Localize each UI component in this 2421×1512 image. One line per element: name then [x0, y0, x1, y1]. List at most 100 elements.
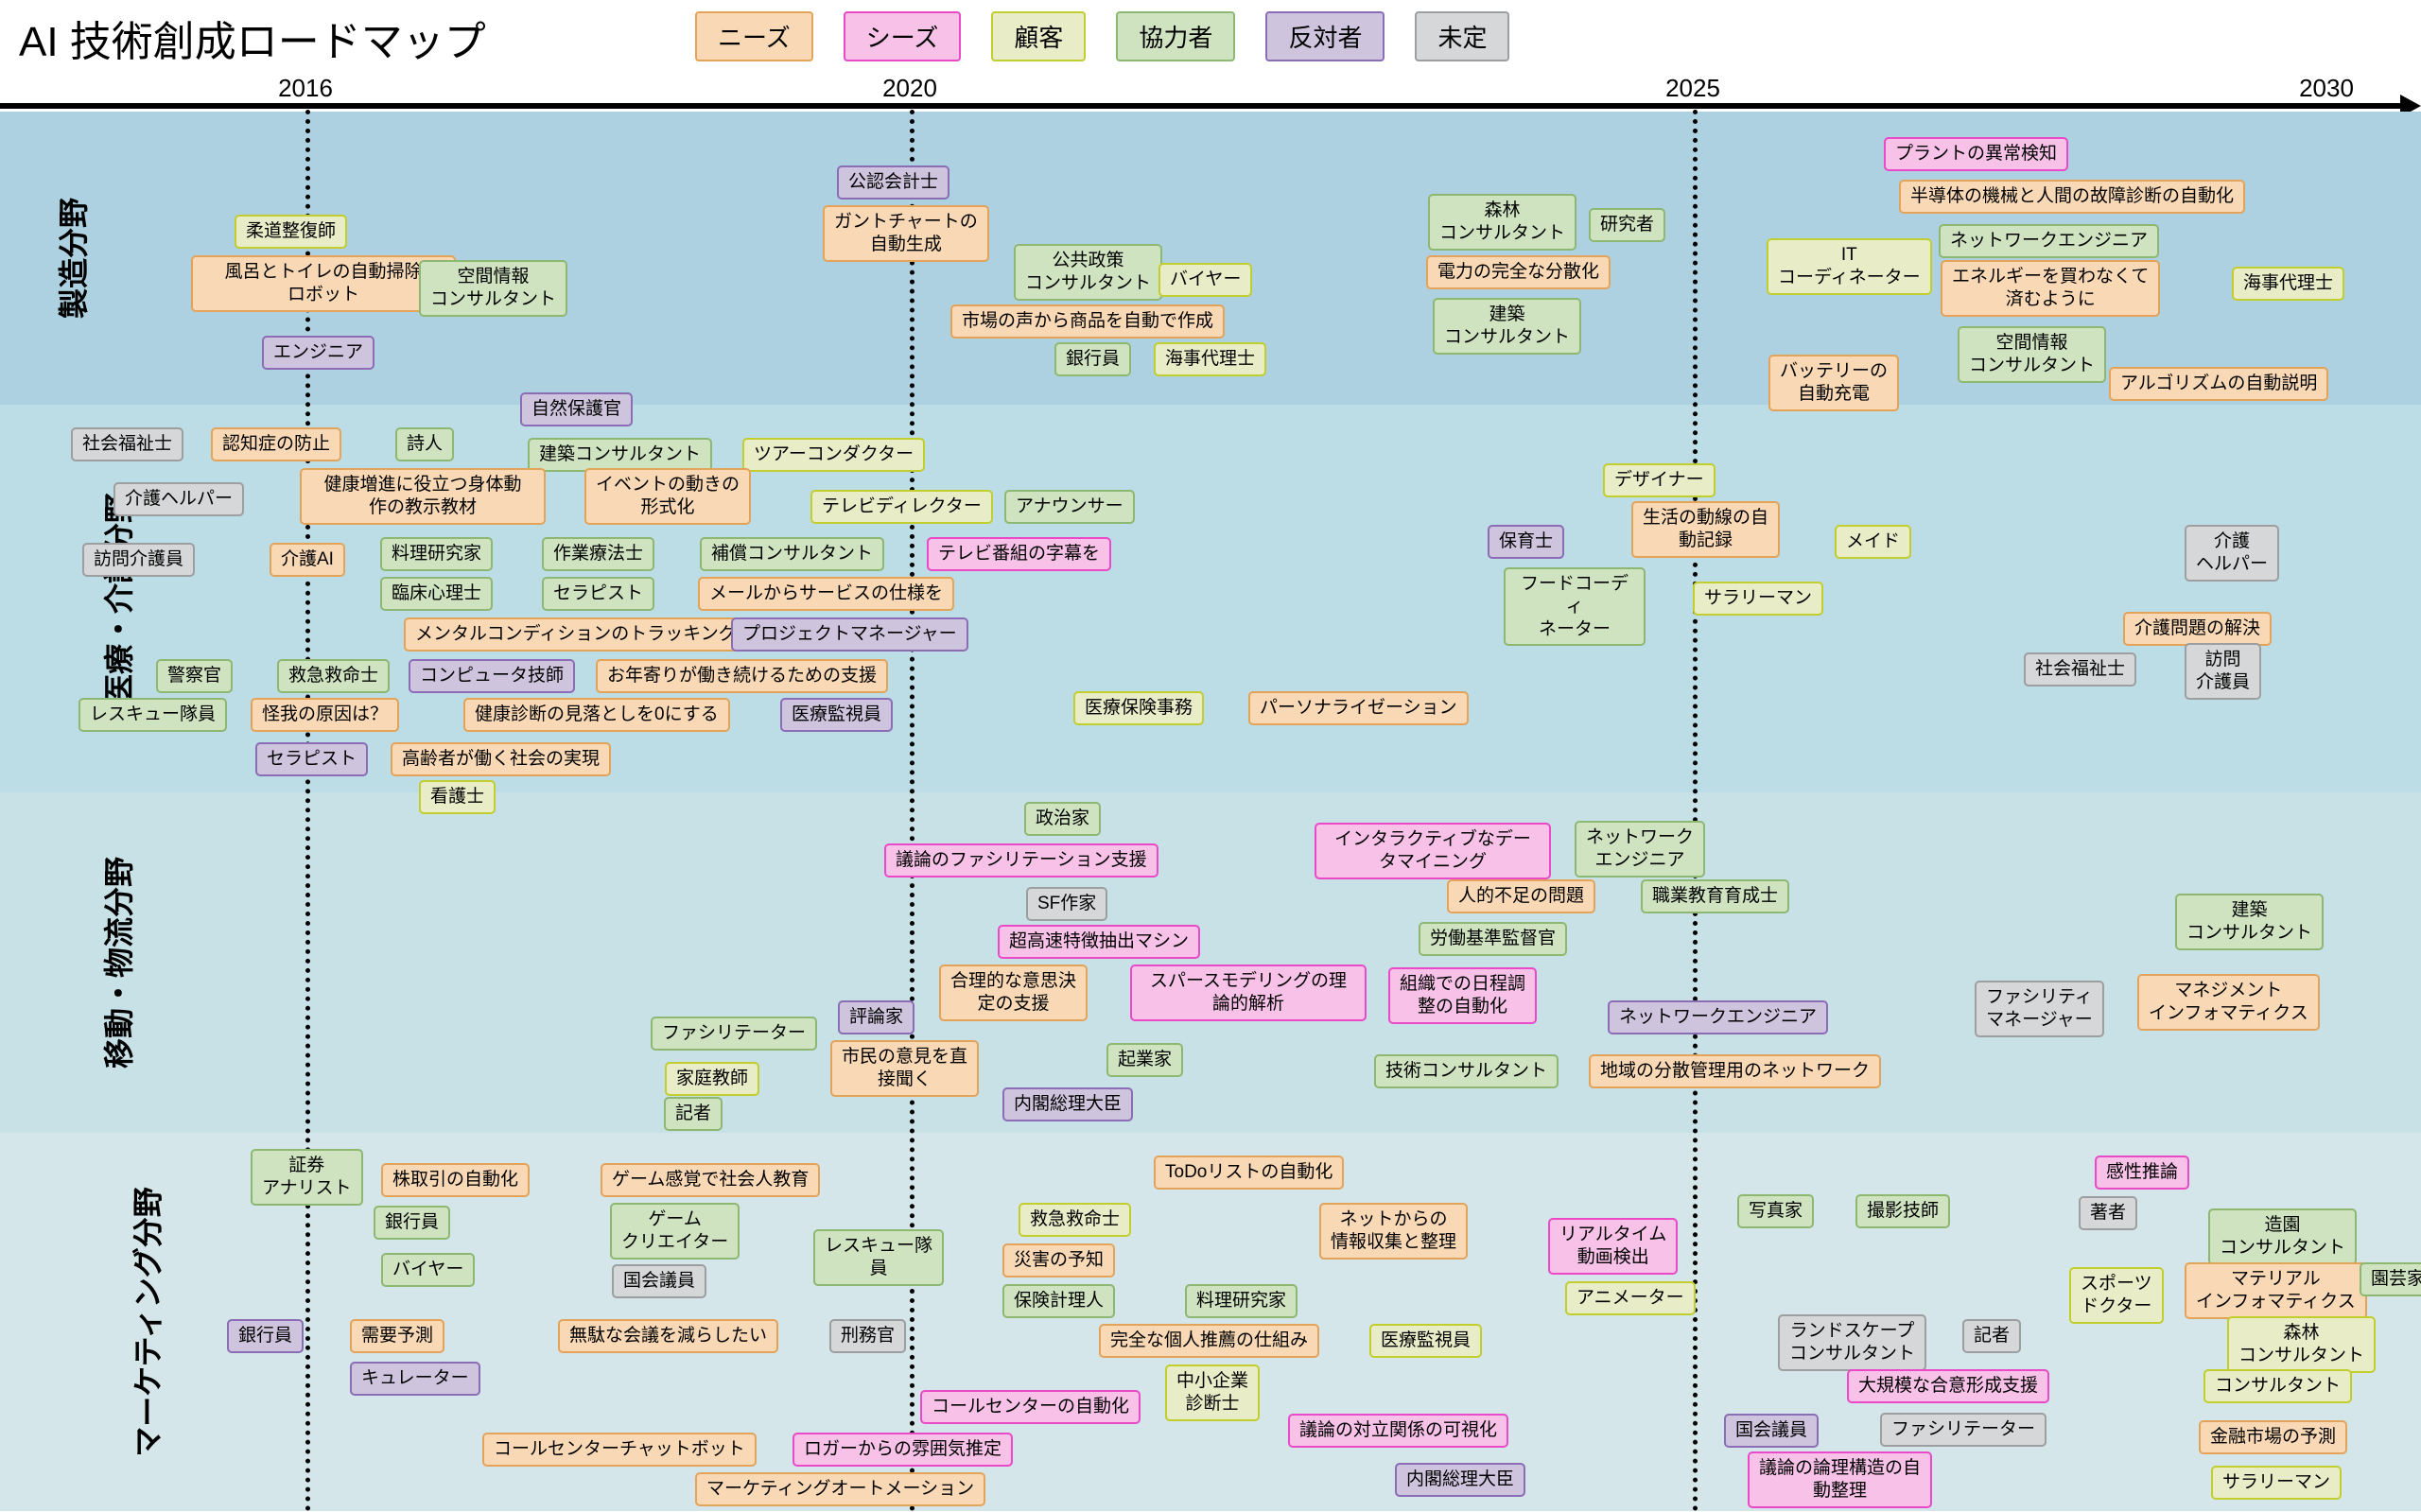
- roadmap-item: コンピュータ技師: [409, 659, 575, 693]
- roadmap-item: ファシリテーター: [651, 1017, 817, 1051]
- roadmap-item: 建築コンサルタント: [1433, 298, 1581, 355]
- roadmap-item: 医療監視員: [780, 698, 893, 732]
- roadmap-item: 風呂とトイレの自動掃除ロボット: [191, 255, 456, 312]
- roadmap-item: コールセンターの自動化: [920, 1390, 1141, 1424]
- roadmap-item: リアルタイム動画検出: [1548, 1218, 1678, 1275]
- roadmap-item: ツアーコンダクター: [742, 438, 925, 472]
- roadmap-item: 公認会計士: [837, 165, 949, 200]
- roadmap-item: メンタルコンディションのトラッキング: [404, 617, 748, 652]
- band-label: マーケティング分野: [125, 1187, 168, 1456]
- roadmap-item: ゲームクリエイター: [610, 1203, 740, 1260]
- roadmap-item: 銀行員: [1054, 342, 1131, 376]
- roadmap-item: 訪問介護員: [82, 543, 195, 577]
- roadmap-item: サラリーマン: [1693, 582, 1823, 616]
- roadmap-item: 認知症の防止: [211, 427, 341, 461]
- roadmap-item: パーソナライゼーション: [1248, 691, 1469, 725]
- roadmap-item: 医療監視員: [1369, 1324, 1482, 1358]
- roadmap-item: 介護問題の解決: [2123, 612, 2272, 646]
- roadmap-item: セラピスト: [255, 742, 368, 776]
- roadmap-item: 撮影技師: [1855, 1194, 1950, 1228]
- roadmap-item: スポーツドクター: [2069, 1267, 2164, 1324]
- roadmap-item: フードコーディネーター: [1504, 567, 1646, 646]
- roadmap-item: 金融市場の予測: [2199, 1420, 2347, 1454]
- roadmap-item: スパースモデリングの理論的解析: [1130, 965, 1367, 1021]
- legend-needs: ニーズ: [695, 11, 813, 61]
- roadmap-item: 作業療法士: [542, 537, 654, 571]
- roadmap-item: バイヤー: [381, 1253, 475, 1287]
- roadmap-item: 起業家: [1106, 1043, 1183, 1077]
- roadmap-item: プラントの異常検知: [1884, 137, 2068, 171]
- roadmap-item: 柔道整復師: [235, 215, 347, 249]
- roadmap-item: 感性推論: [2095, 1156, 2189, 1190]
- year-2025: 2025: [1665, 74, 1720, 103]
- roadmap-item: バッテリーの自動充電: [1768, 355, 1899, 411]
- legend-undecided: 未定: [1415, 11, 1509, 61]
- roadmap-item: インタラクティブなデータマイニング: [1315, 823, 1551, 879]
- roadmap-item: 公共政策コンサルタント: [1014, 244, 1162, 301]
- roadmap-item: 銀行員: [227, 1319, 304, 1353]
- band-label: 医療・介護分野: [96, 493, 139, 704]
- roadmap-item: 評論家: [838, 1000, 914, 1034]
- roadmap-item: 電力の完全な分散化: [1426, 255, 1611, 289]
- roadmap-item: 料理研究家: [380, 537, 493, 571]
- roadmap-item: SF作家: [1026, 887, 1107, 921]
- roadmap-item: 空間情報コンサルタント: [1958, 326, 2106, 383]
- roadmap-item: マーケティングオートメーション: [695, 1472, 985, 1506]
- roadmap-item: レスキュー隊員: [813, 1229, 944, 1286]
- roadmap-item: コンサルタント: [2203, 1369, 2352, 1403]
- roadmap-item: マネジメントインフォマティクス: [2137, 974, 2320, 1031]
- roadmap-item: 著者: [2079, 1196, 2137, 1230]
- roadmap-item: メイド: [1835, 525, 1911, 559]
- roadmap-item: 大規模な合意形成支援: [1847, 1369, 2049, 1403]
- roadmap-item: 森林コンサルタント: [1428, 194, 1576, 251]
- roadmap-item: 園芸家: [2360, 1262, 2421, 1296]
- year-2020: 2020: [882, 74, 937, 103]
- roadmap-item: 建築コンサルタント: [2175, 894, 2324, 950]
- roadmap-item: メールからサービスの仕様を: [698, 577, 954, 611]
- roadmap-item: 介護ヘルパー: [113, 482, 244, 516]
- timeline-arrow: [0, 103, 2402, 109]
- roadmap-item: 合理的な意思決定の支援: [939, 965, 1088, 1021]
- band-label: 移動・物流分野: [96, 857, 139, 1069]
- roadmap-item: レスキュー隊員: [78, 698, 227, 732]
- legend-seeds: シーズ: [844, 11, 962, 61]
- roadmap-item: 半導体の機械と人間の故障診断の自動化: [1899, 180, 2245, 214]
- roadmap-item: 看護士: [419, 780, 496, 814]
- roadmap-item: 災害の予知: [1002, 1243, 1115, 1277]
- roadmap-item: テレビディレクター: [810, 490, 993, 524]
- band-医療・介護分野: 医療・介護分野: [0, 405, 2421, 792]
- roadmap-item: 労働基準監督官: [1419, 922, 1567, 956]
- roadmap-item: ゲーム感覚で社会人教育: [601, 1163, 820, 1197]
- roadmap-item: 記者: [664, 1097, 723, 1131]
- roadmap-item: 健康増進に役立つ身体動作の教示教材: [300, 468, 546, 525]
- roadmap-item: 料理研究家: [1185, 1284, 1298, 1318]
- roadmap-item: 議論のファシリテーション支援: [884, 843, 1158, 878]
- roadmap-item: 市民の意見を直接聞く: [830, 1040, 979, 1097]
- roadmap-item: 保育士: [1488, 525, 1564, 559]
- roadmap-item: 救急救命士: [1019, 1203, 1131, 1237]
- roadmap-item: 建築コンサルタント: [528, 438, 712, 472]
- roadmap-item: 保険計理人: [1002, 1284, 1115, 1318]
- roadmap-item: 市場の声から商品を自動で作成: [950, 304, 1225, 339]
- page-title: AI 技術創成ロードマップ: [19, 8, 486, 68]
- roadmap-item: 家庭教師: [665, 1062, 759, 1096]
- roadmap-item: 超高速特徴抽出マシン: [998, 925, 1200, 959]
- roadmap-item: 生活の動線の自動記録: [1631, 501, 1780, 558]
- legend: ニーズシーズ顧客協力者反対者未定: [695, 11, 1509, 61]
- band-label: 製造分野: [50, 198, 94, 319]
- roadmap-item: 空間情報コンサルタント: [419, 260, 567, 317]
- roadmap-item: ファシリティマネージャー: [1975, 981, 2104, 1037]
- roadmap-item: 内閣総理大臣: [1395, 1463, 1525, 1497]
- roadmap-item: 海事代理士: [1154, 342, 1266, 376]
- roadmap-item: ロガーからの雰囲気推定: [792, 1433, 1013, 1467]
- roadmap-item: 補償コンサルタント: [700, 537, 884, 571]
- roadmap-item: 高齢者が働く社会の実現: [391, 742, 611, 776]
- year-2030: 2030: [2299, 74, 2354, 103]
- roadmap-item: 介護ヘルパー: [2185, 525, 2279, 582]
- legend-partner: 協力者: [1116, 11, 1235, 61]
- roadmap-item: キュレーター: [350, 1362, 480, 1396]
- roadmap-item: 内閣総理大臣: [1002, 1087, 1133, 1121]
- roadmap-item: 株取引の自動化: [381, 1163, 530, 1197]
- roadmap-item: 社会福祉士: [71, 427, 183, 461]
- roadmap-item: ランドスケープコンサルタント: [1778, 1314, 1926, 1371]
